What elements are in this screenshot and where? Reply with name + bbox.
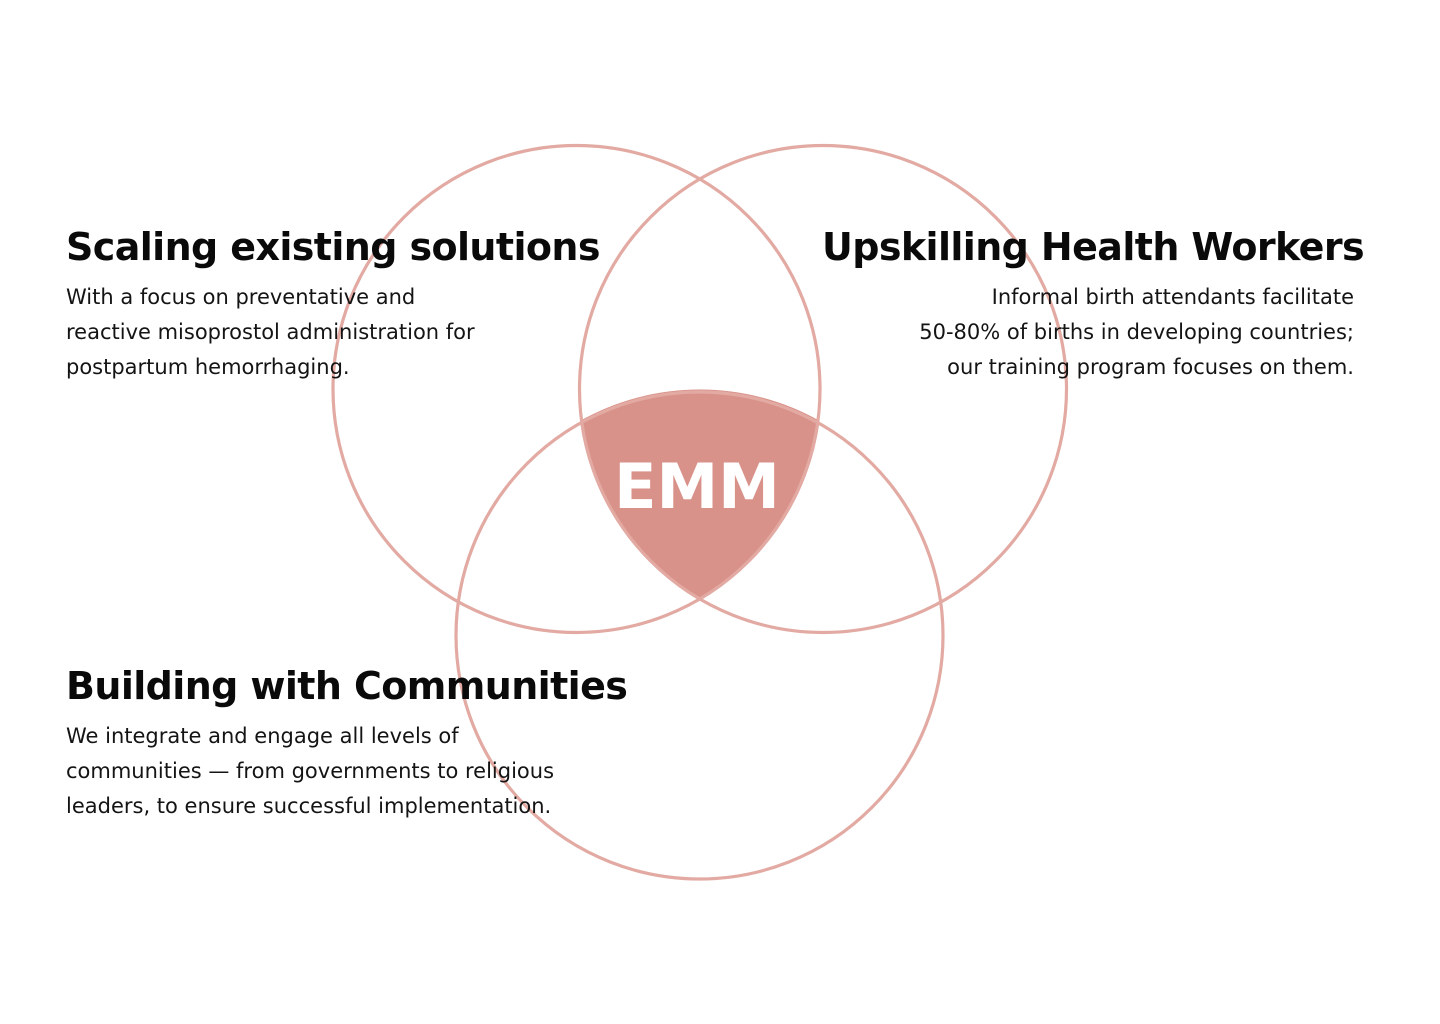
section-scaling-line: postpartum hemorrhaging.	[66, 355, 350, 379]
section-scaling-description: With a focus on preventative and reactiv…	[66, 280, 600, 385]
section-scaling: Scaling existing solutions With a focus …	[66, 224, 600, 385]
section-communities-title: Building with Communities	[66, 664, 628, 708]
section-scaling-line: With a focus on preventative and	[66, 285, 416, 309]
section-upskilling-line: our training program focuses on them.	[947, 355, 1354, 379]
venn-circle-scaling	[331, 143, 822, 635]
section-communities-line: communities — from governments to religi…	[66, 759, 555, 783]
venn-circle-communities	[454, 390, 945, 881]
section-communities-line: leaders, to ensure successful implementa…	[66, 794, 552, 818]
section-upskilling-title: Upskilling Health Workers	[821, 225, 1365, 269]
section-scaling-title: Scaling existing solutions	[66, 225, 600, 269]
section-scaling-line: reactive misoprostol administration for	[66, 320, 475, 344]
section-upskilling-line: 50-80% of births in developing countries…	[919, 320, 1354, 344]
section-upskilling-line: Informal birth attendants facilitate	[991, 285, 1354, 309]
section-communities-description: We integrate and engage all levels of co…	[66, 719, 627, 824]
section-upskilling-description: Informal birth attendants facilitate 50-…	[822, 280, 1354, 385]
venn-circle-upskilling	[577, 143, 1069, 635]
section-communities: Building with Communities We integrate a…	[66, 663, 628, 824]
section-upskilling: Upskilling Health Workers Informal birth…	[821, 224, 1365, 385]
section-communities-line: We integrate and engage all levels of	[66, 724, 459, 748]
center-label: EMM	[614, 450, 780, 523]
